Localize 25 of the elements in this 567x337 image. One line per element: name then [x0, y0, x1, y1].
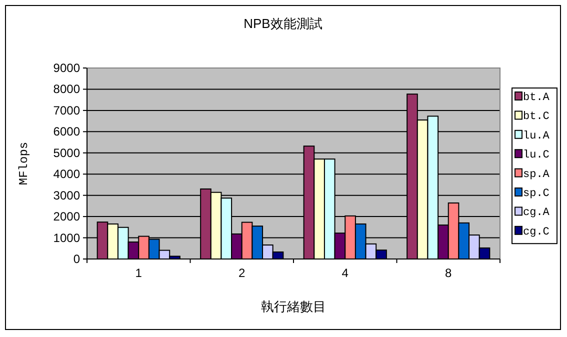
y-tick-label: 7000 [53, 103, 80, 118]
y-tick-label: 1000 [53, 230, 80, 245]
legend-label: cg.C [523, 226, 550, 238]
y-tick-label: 4000 [53, 167, 80, 182]
legend-label: sp.A [523, 168, 550, 181]
y-tick-label: 3000 [53, 188, 80, 202]
y-tick-label: 6000 [53, 124, 80, 139]
y-axis-title: MFlops [17, 142, 31, 186]
legend-label: lu.A [523, 130, 550, 142]
y-tick-label: 5000 [53, 146, 80, 160]
x-tick-label: 2 [238, 266, 246, 280]
y-tick-label: 0 [73, 252, 80, 266]
x-tick-label: 1 [135, 266, 142, 280]
legend-label: sp.C [523, 188, 550, 200]
y-tick-label: 2000 [53, 210, 80, 224]
x-axis-title: 執行緒數目 [261, 299, 326, 314]
y-tick-label: 8000 [53, 82, 80, 96]
legend-label: cg.A [523, 207, 550, 220]
x-tick-label: 4 [342, 266, 349, 280]
y-tick-label: 9000 [53, 61, 80, 75]
x-tick-label: 8 [445, 266, 452, 280]
legend-label: lu.C [523, 150, 550, 162]
chart-title: NPB效能測試 [244, 16, 322, 31]
legend-label: bt.C [523, 111, 550, 124]
legend-label: bt.A [523, 92, 550, 104]
